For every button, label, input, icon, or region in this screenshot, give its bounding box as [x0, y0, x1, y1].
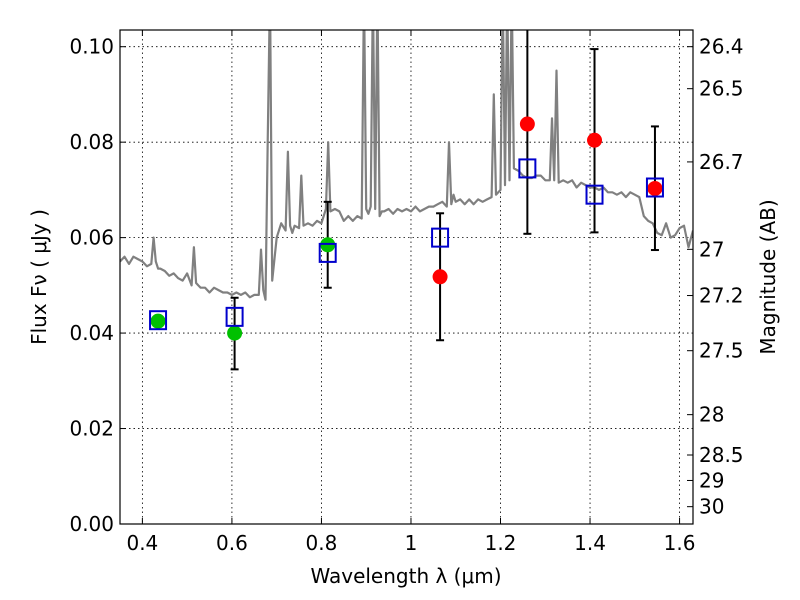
x-tick-label: 1.2	[485, 531, 517, 555]
grid	[120, 30, 693, 525]
x-tick-label: 0.8	[306, 531, 338, 555]
y-tick-label: 0.10	[69, 35, 114, 59]
right-y-tick-label: 29	[699, 468, 724, 492]
data-points	[149, 116, 664, 341]
spectrum-line	[120, 30, 693, 301]
green-data-point	[227, 325, 243, 341]
red-data-point	[432, 269, 448, 285]
right-y-tick-label: 27.2	[699, 284, 744, 308]
model-square-marker	[318, 242, 337, 263]
x-tick-label: 0.4	[126, 531, 158, 555]
model-square-marker	[585, 184, 604, 205]
x-tick-label: 1.6	[664, 531, 696, 555]
model-square-marker	[149, 310, 168, 331]
x-tick-label: 1	[405, 531, 418, 555]
x-tick-label: 0.6	[216, 531, 248, 555]
red-data-point	[587, 132, 603, 148]
model-spectrum	[120, 30, 693, 301]
error-bars	[230, 30, 659, 371]
red-data-point	[519, 116, 535, 132]
right-y-tick-label: 30	[699, 495, 724, 519]
right-y-tick-label: 28	[699, 403, 724, 427]
y-axis-label: Flux Fν ( μJy )	[27, 209, 51, 345]
green-data-point	[150, 313, 166, 329]
y-tick-label: 0.02	[69, 417, 114, 441]
model-square-marker	[518, 158, 537, 179]
right-y-tick-label: 26.5	[699, 77, 744, 101]
model-square-marker	[225, 306, 244, 327]
x-tick-label: 1.4	[574, 531, 606, 555]
model-square-marker	[645, 177, 664, 198]
axis-ticks: 0.4 0.6 0.8 1 1.2 1.4 1.6 0.00 0.02 0.04 0.06 0.08 0…	[69, 30, 744, 555]
right-y-axis-label: Magnitude (AB)	[756, 199, 780, 354]
x-axis-label: Wavelength λ (μm)	[310, 564, 501, 588]
y-tick-label: 0.00	[69, 512, 114, 536]
right-y-tick-label: 28.5	[699, 443, 744, 467]
plot-frame	[119, 29, 694, 525]
y-tick-label: 0.04	[69, 321, 114, 345]
right-y-tick-label: 26.7	[699, 150, 744, 174]
model-square-marker	[431, 227, 450, 248]
right-y-tick-label: 27.5	[699, 339, 744, 363]
red-data-point	[647, 180, 663, 196]
right-y-tick-label: 26.4	[699, 35, 744, 59]
y-tick-label: 0.06	[69, 226, 114, 250]
right-y-tick-label: 27	[699, 237, 724, 261]
y-tick-label: 0.08	[69, 130, 114, 154]
